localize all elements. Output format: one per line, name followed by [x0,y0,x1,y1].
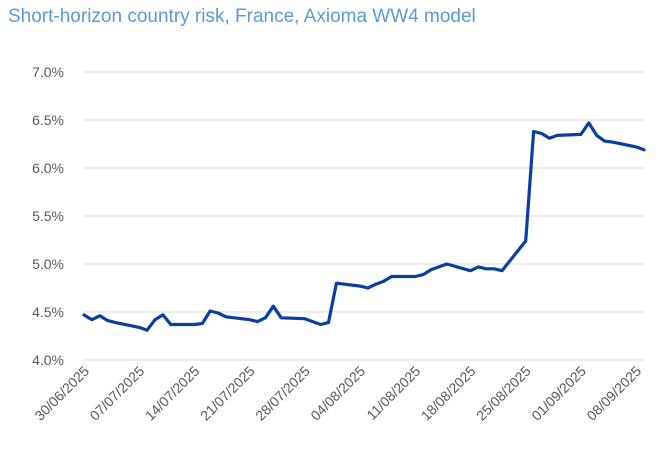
x-tick-label: 01/09/2025 [528,363,589,424]
x-tick-label: 18/08/2025 [418,363,479,424]
y-tick-label: 5.0% [32,256,64,272]
x-tick-label: 11/08/2025 [363,363,423,423]
y-tick-label: 4.0% [32,352,64,368]
x-tick-label: 04/08/2025 [307,363,368,424]
x-tick-label: 07/07/2025 [86,363,147,424]
x-tick-label: 08/09/2025 [583,363,644,424]
x-tick-label: 30/06/2025 [31,363,92,424]
x-tick-label: 25/08/2025 [473,363,534,424]
y-tick-label: 6.5% [32,112,64,128]
x-tick-label: 28/07/2025 [252,363,313,424]
series-line [82,121,646,332]
y-tick-label: 5.5% [32,208,64,224]
x-tick-label: 14/07/2025 [142,363,203,424]
y-tick-label: 6.0% [32,160,64,176]
y-tick-label: 4.5% [32,304,64,320]
chart-title: Short-horizon country risk, France, Axio… [8,6,476,27]
y-tick-label: 7.0% [32,64,64,80]
x-tick-label: 21/07/2025 [197,363,258,424]
